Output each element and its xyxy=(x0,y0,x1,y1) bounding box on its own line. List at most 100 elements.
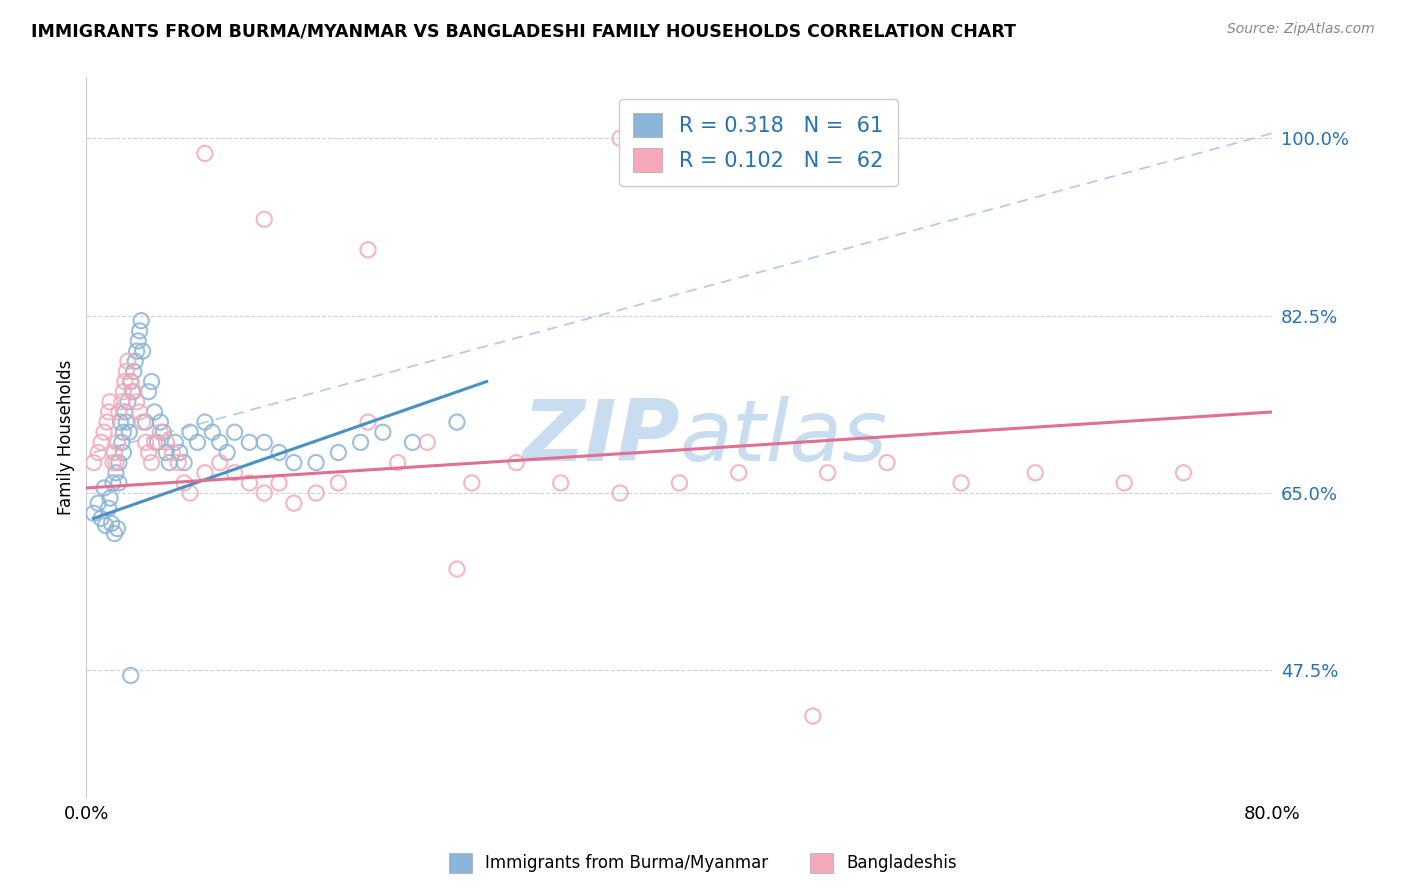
Point xyxy=(104,456,127,470)
Point xyxy=(146,435,169,450)
Point xyxy=(155,445,177,459)
Point xyxy=(283,456,305,470)
Point xyxy=(238,435,260,450)
Point xyxy=(111,435,134,450)
Point xyxy=(111,394,134,409)
Point xyxy=(305,486,328,500)
Point xyxy=(131,344,153,359)
Point xyxy=(128,324,150,338)
Point xyxy=(87,445,110,459)
Point xyxy=(125,344,148,359)
Point xyxy=(117,354,139,368)
Point xyxy=(609,486,631,500)
Point xyxy=(120,668,142,682)
Point xyxy=(194,466,217,480)
Point xyxy=(138,384,160,399)
Point xyxy=(120,375,142,389)
Point xyxy=(122,364,145,378)
Point xyxy=(128,405,150,419)
Y-axis label: Family Households: Family Households xyxy=(58,359,75,515)
Point xyxy=(1024,466,1046,480)
Point xyxy=(357,243,380,257)
Point xyxy=(115,415,138,429)
Point xyxy=(90,435,112,450)
Point xyxy=(801,709,824,723)
Point xyxy=(93,481,115,495)
Point xyxy=(609,131,631,145)
Point xyxy=(93,425,115,440)
Point xyxy=(143,405,166,419)
Point xyxy=(141,375,163,389)
Point xyxy=(110,415,132,429)
Text: atlas: atlas xyxy=(679,396,887,479)
Point xyxy=(328,475,350,490)
Point xyxy=(267,445,290,459)
Point xyxy=(238,475,260,490)
Point xyxy=(117,394,139,409)
Point xyxy=(94,518,117,533)
Point xyxy=(98,394,121,409)
Point xyxy=(371,425,394,440)
Point xyxy=(1114,475,1136,490)
Point xyxy=(253,435,276,450)
Point xyxy=(668,475,690,490)
Point xyxy=(876,456,898,470)
Point xyxy=(149,415,172,429)
Point xyxy=(112,425,135,440)
Point xyxy=(115,364,138,378)
Point xyxy=(167,456,190,470)
Point xyxy=(194,415,217,429)
Point xyxy=(157,456,180,470)
Point xyxy=(283,496,305,510)
Point xyxy=(112,445,135,459)
Point xyxy=(328,445,350,459)
Legend: Immigrants from Burma/Myanmar, Bangladeshis: Immigrants from Burma/Myanmar, Banglades… xyxy=(441,847,965,880)
Point xyxy=(104,466,127,480)
Point xyxy=(186,435,208,450)
Point xyxy=(100,516,122,531)
Point xyxy=(950,475,973,490)
Point xyxy=(97,405,120,419)
Point xyxy=(217,445,239,459)
Point xyxy=(108,405,131,419)
Point xyxy=(108,456,131,470)
Point xyxy=(149,425,172,440)
Point xyxy=(98,491,121,505)
Point xyxy=(96,415,118,429)
Point xyxy=(505,456,527,470)
Point xyxy=(173,475,195,490)
Point xyxy=(107,435,129,450)
Point xyxy=(357,415,380,429)
Text: Source: ZipAtlas.com: Source: ZipAtlas.com xyxy=(1227,22,1375,37)
Point xyxy=(201,425,224,440)
Point xyxy=(83,506,105,520)
Point xyxy=(107,522,129,536)
Point xyxy=(162,445,184,459)
Point xyxy=(112,384,135,399)
Point xyxy=(143,435,166,450)
Point xyxy=(155,435,177,450)
Point xyxy=(461,475,484,490)
Point xyxy=(120,375,142,389)
Point xyxy=(152,425,174,440)
Point xyxy=(121,384,143,399)
Text: ZIP: ZIP xyxy=(522,396,679,479)
Point xyxy=(349,435,371,450)
Point xyxy=(87,496,110,510)
Point xyxy=(135,435,157,450)
Point xyxy=(122,384,145,399)
Point xyxy=(90,511,112,525)
Point xyxy=(125,394,148,409)
Point xyxy=(179,486,201,500)
Point xyxy=(97,501,120,516)
Point xyxy=(224,466,246,480)
Point xyxy=(550,475,572,490)
Point xyxy=(165,435,187,450)
Point xyxy=(727,466,749,480)
Point xyxy=(416,435,439,450)
Point xyxy=(208,435,231,450)
Point xyxy=(101,475,124,490)
Point xyxy=(141,456,163,470)
Point xyxy=(135,415,157,429)
Point xyxy=(124,354,146,368)
